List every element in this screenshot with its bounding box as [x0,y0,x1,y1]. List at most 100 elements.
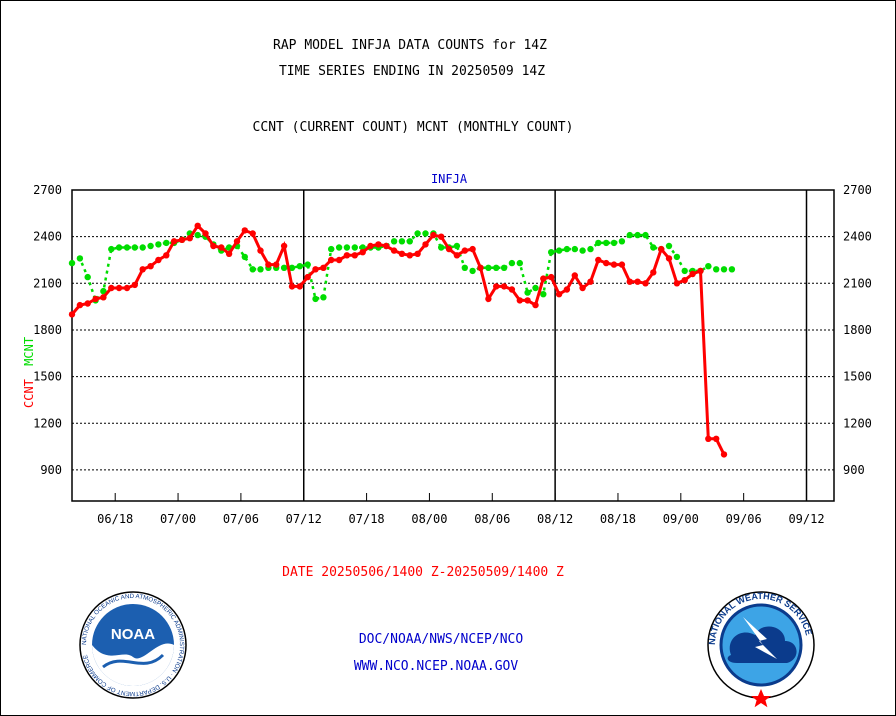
ccnt-data-point [359,249,366,256]
ccnt-data-point [100,294,107,301]
mcnt-data-point [406,238,413,245]
mcnt-data-point [618,238,626,245]
ccnt-data-point [170,238,178,245]
mcnt-data-point [163,239,170,247]
mcnt-data-point [626,231,633,239]
ccnt-series-line [70,223,726,456]
footer-doc-link[interactable]: DOC/NOAA/NWS/NCEP/NCO [358,632,524,647]
mcnt-data-point [304,261,311,268]
plot-area [71,189,835,502]
mcnt-data-point [108,245,115,253]
y-tick-label-right: 2400 [843,230,872,244]
mcnt-data-point [469,267,476,275]
mcnt-data-point [320,294,327,301]
ccnt-data-point [469,245,476,253]
ccnt-data-point [147,263,154,270]
mcnt-data-point [115,244,123,251]
mcnt-data-point [540,291,547,298]
ccnt-data-point [375,241,382,248]
ccnt-data-point [548,273,555,281]
y-tick-label-right: 1800 [843,323,872,337]
ccnt-data-point [155,256,162,264]
ccnt-data-point [430,231,437,239]
mcnt-data-point [563,245,571,253]
ccnt-data-point [383,242,390,250]
mcnt-data-point [595,239,602,247]
mcnt-data-point [610,239,618,247]
ccnt-data-point [249,230,256,237]
mcnt-data-point [720,266,728,273]
ccnt-data-point [398,250,406,257]
ccnt-data-point [414,250,421,257]
x-tick-label: 07/00 [160,512,196,526]
ccnt-data-point [603,259,610,267]
ccnt-data-point [665,255,673,262]
ccnt-data-point [438,233,445,240]
ccnt-data-point [241,227,248,234]
mcnt-data-point [713,266,720,273]
ccnt-data-point [320,264,327,271]
ccnt-data-point [634,278,641,285]
ccnt-data-point [296,283,303,290]
ccnt-data-point [587,278,594,285]
x-tick-label: 08/06 [474,512,510,526]
ccnt-data-point [265,261,272,268]
y-tick-label-right: 1200 [843,416,872,430]
mcnt-data-point [194,231,201,239]
mcnt-data-point [351,244,358,251]
ccnt-data-point [273,261,280,268]
ccnt-data-point [343,252,351,259]
y-tick-label-left: 2700 [33,183,62,197]
mcnt-data-point [461,264,468,271]
mcnt-data-point [673,253,681,261]
ccnt-data-point [367,242,374,250]
chart-subtitle: CCNT (CURRENT COUNT) MCNT (MONTHLY COUNT… [252,120,574,135]
y-tick-label-right: 2100 [843,276,872,290]
ccnt-data-point [477,264,484,271]
ccnt-data-point [186,235,193,242]
mcnt-data-point [508,259,516,267]
ccnt-data-point [312,266,319,273]
y-tick-label-left: 1500 [33,370,62,384]
y-tick-label-left: 2100 [33,276,62,290]
chart-title: RAP MODEL INFJA DATA COUNTS for 14Z [273,38,547,53]
mcnt-data-point [524,289,531,296]
ccnt-data-point [642,280,649,287]
ccnt-data-point [257,247,264,254]
y-tick-label-left: 900 [40,463,62,477]
footer-website-link[interactable]: WWW.NCO.NCEP.NOAA.GOV [353,659,519,674]
mcnt-data-point [500,264,508,271]
ccnt-data-point [461,247,468,254]
mcnt-data-point [312,295,319,303]
mcnt-data-point [438,244,445,251]
ccnt-data-point [524,297,531,304]
mcnt-data-point [548,249,555,256]
mcnt-data-point [516,259,523,267]
x-tick-label: 07/06 [223,512,259,526]
mcnt-data-point [241,253,248,261]
y-tick-label-left: 1200 [33,416,62,430]
ccnt-data-point [610,261,618,268]
ccnt-data-point [485,295,492,303]
x-tick-label: 07/18 [349,512,385,526]
ccnt-data-point [108,284,115,292]
mcnt-data-point [68,259,76,267]
mcnt-data-point [280,264,288,271]
ccnt-data-point [304,273,311,281]
ccnt-data-point [453,252,461,259]
ccnt-data-point [335,256,343,264]
y-tick-label-left: 1800 [33,323,62,337]
mcnt-data-point [555,247,563,254]
mcnt-data-point [634,231,641,239]
ccnt-data-point [422,241,429,248]
ccnt-data-point [351,252,358,259]
y-tick-label-right: 900 [843,463,865,477]
mcnt-data-point [335,244,343,251]
mcnt-data-point [453,242,461,250]
mcnt-data-point [123,244,131,251]
x-tick-label: 08/00 [411,512,447,526]
ccnt-data-point [713,435,720,442]
ccnt-data-point [555,291,563,298]
ccnt-data-point [618,261,626,268]
ccnt-data-point [508,286,516,293]
